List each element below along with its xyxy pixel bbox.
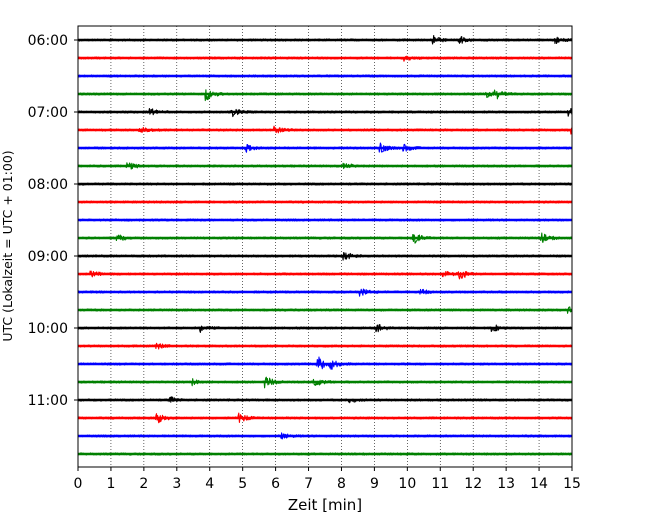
x-tick-label: 5 (238, 476, 247, 492)
y-axis-label: UTC (Lokalzeit = UTC + 01:00) (0, 150, 15, 341)
y-tick-label: 09:00 (28, 249, 68, 265)
x-tick-label: 9 (370, 476, 379, 492)
plot-frame (77, 25, 573, 468)
x-axis-ticks: 0 1 2 3 4 5 6 7 8 9 10 11 12 13 14 15 (74, 467, 581, 492)
x-tick-label: 7 (304, 476, 313, 492)
y-tick-label: 06:00 (28, 33, 68, 49)
x-tick-label: 0 (74, 476, 83, 492)
x-tick-label: 11 (431, 476, 449, 492)
y-tick-label: 07:00 (28, 105, 68, 121)
x-axis-label: Zeit [min] (288, 496, 362, 514)
x-tick-label: 13 (497, 476, 515, 492)
x-tick-label: 1 (106, 476, 115, 492)
x-tick-label: 8 (337, 476, 346, 492)
x-tick-label: 12 (464, 476, 482, 492)
x-tick-label: 2 (139, 476, 148, 492)
seismogram-traces (77, 34, 573, 456)
y-tick-label: 10:00 (28, 321, 68, 337)
x-tick-label: 15 (563, 476, 581, 492)
x-tick-label: 4 (205, 476, 214, 492)
y-tick-label: 08:00 (28, 177, 68, 193)
x-tick-label: 10 (398, 476, 416, 492)
x-tick-label: 6 (271, 476, 280, 492)
x-tick-label: 14 (530, 476, 548, 492)
y-tick-label: 11:00 (28, 393, 68, 409)
y-axis-ticks: 06:00 07:00 08:00 09:00 10:00 11:00 (28, 33, 78, 409)
x-tick-label: 3 (172, 476, 181, 492)
